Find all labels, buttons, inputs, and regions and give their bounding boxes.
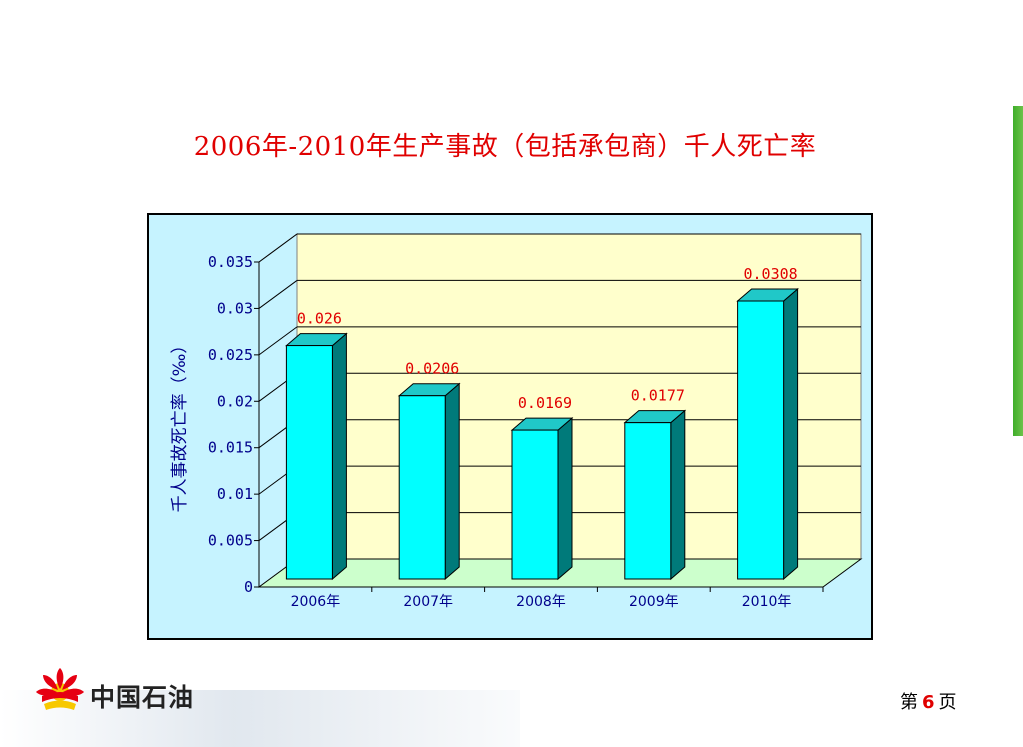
y-tick-label: 0.025 [208, 346, 253, 364]
petrochina-logo-icon [36, 668, 84, 710]
data-label: 0.026 [297, 310, 342, 328]
x-tick-label: 2009年 [629, 594, 679, 610]
page-suffix: 页 [938, 692, 957, 713]
bar-chart: 0 0.005 0.01 0.015 0.02 0.025 0.03 0.035 千人事故死亡率… [170, 233, 863, 610]
accent-bar [1013, 106, 1023, 436]
gridline-side [258, 326, 298, 356]
data-label: 0.0177 [631, 387, 685, 405]
bar [511, 429, 559, 580]
x-tick-label: 2006年 [291, 594, 341, 610]
x-tick-label: 2007年 [403, 594, 453, 610]
bar-side [444, 382, 460, 581]
data-label: 0.0206 [405, 360, 459, 378]
bar-side [557, 416, 573, 581]
bar-side [670, 409, 686, 581]
y-tick-label: 0.02 [217, 392, 253, 410]
bar [737, 300, 785, 580]
y-tick-label: 0.035 [208, 253, 253, 271]
y-axis-label: 千人事故死亡率（‰） [170, 337, 190, 513]
y-tick-label: 0.03 [217, 299, 253, 317]
y-tick-label: 0 [244, 578, 253, 596]
bar-side [331, 332, 347, 581]
footer-decoration [0, 690, 520, 747]
data-label: 0.0169 [518, 394, 572, 412]
y-tick-label: 0.005 [208, 532, 253, 550]
x-tick-label: 2008年 [516, 594, 566, 610]
data-label: 0.0308 [744, 265, 798, 283]
bar [624, 422, 672, 580]
y-tick-label: 0.015 [208, 439, 253, 457]
slide-title: 2006年-2010年生产事故（包括承包商）千人死亡率 [193, 132, 817, 162]
page-number-value: 6 [922, 692, 935, 713]
bar-side [783, 287, 799, 581]
bar [398, 395, 446, 580]
bar [285, 345, 333, 580]
gridline-side [258, 280, 298, 309]
x-tick-label: 2010年 [742, 594, 792, 610]
gridline-side [258, 233, 298, 263]
y-tick-label: 0.01 [217, 485, 253, 503]
logo-text: 中国石油 [90, 683, 195, 712]
page-prefix: 第 [900, 692, 918, 713]
